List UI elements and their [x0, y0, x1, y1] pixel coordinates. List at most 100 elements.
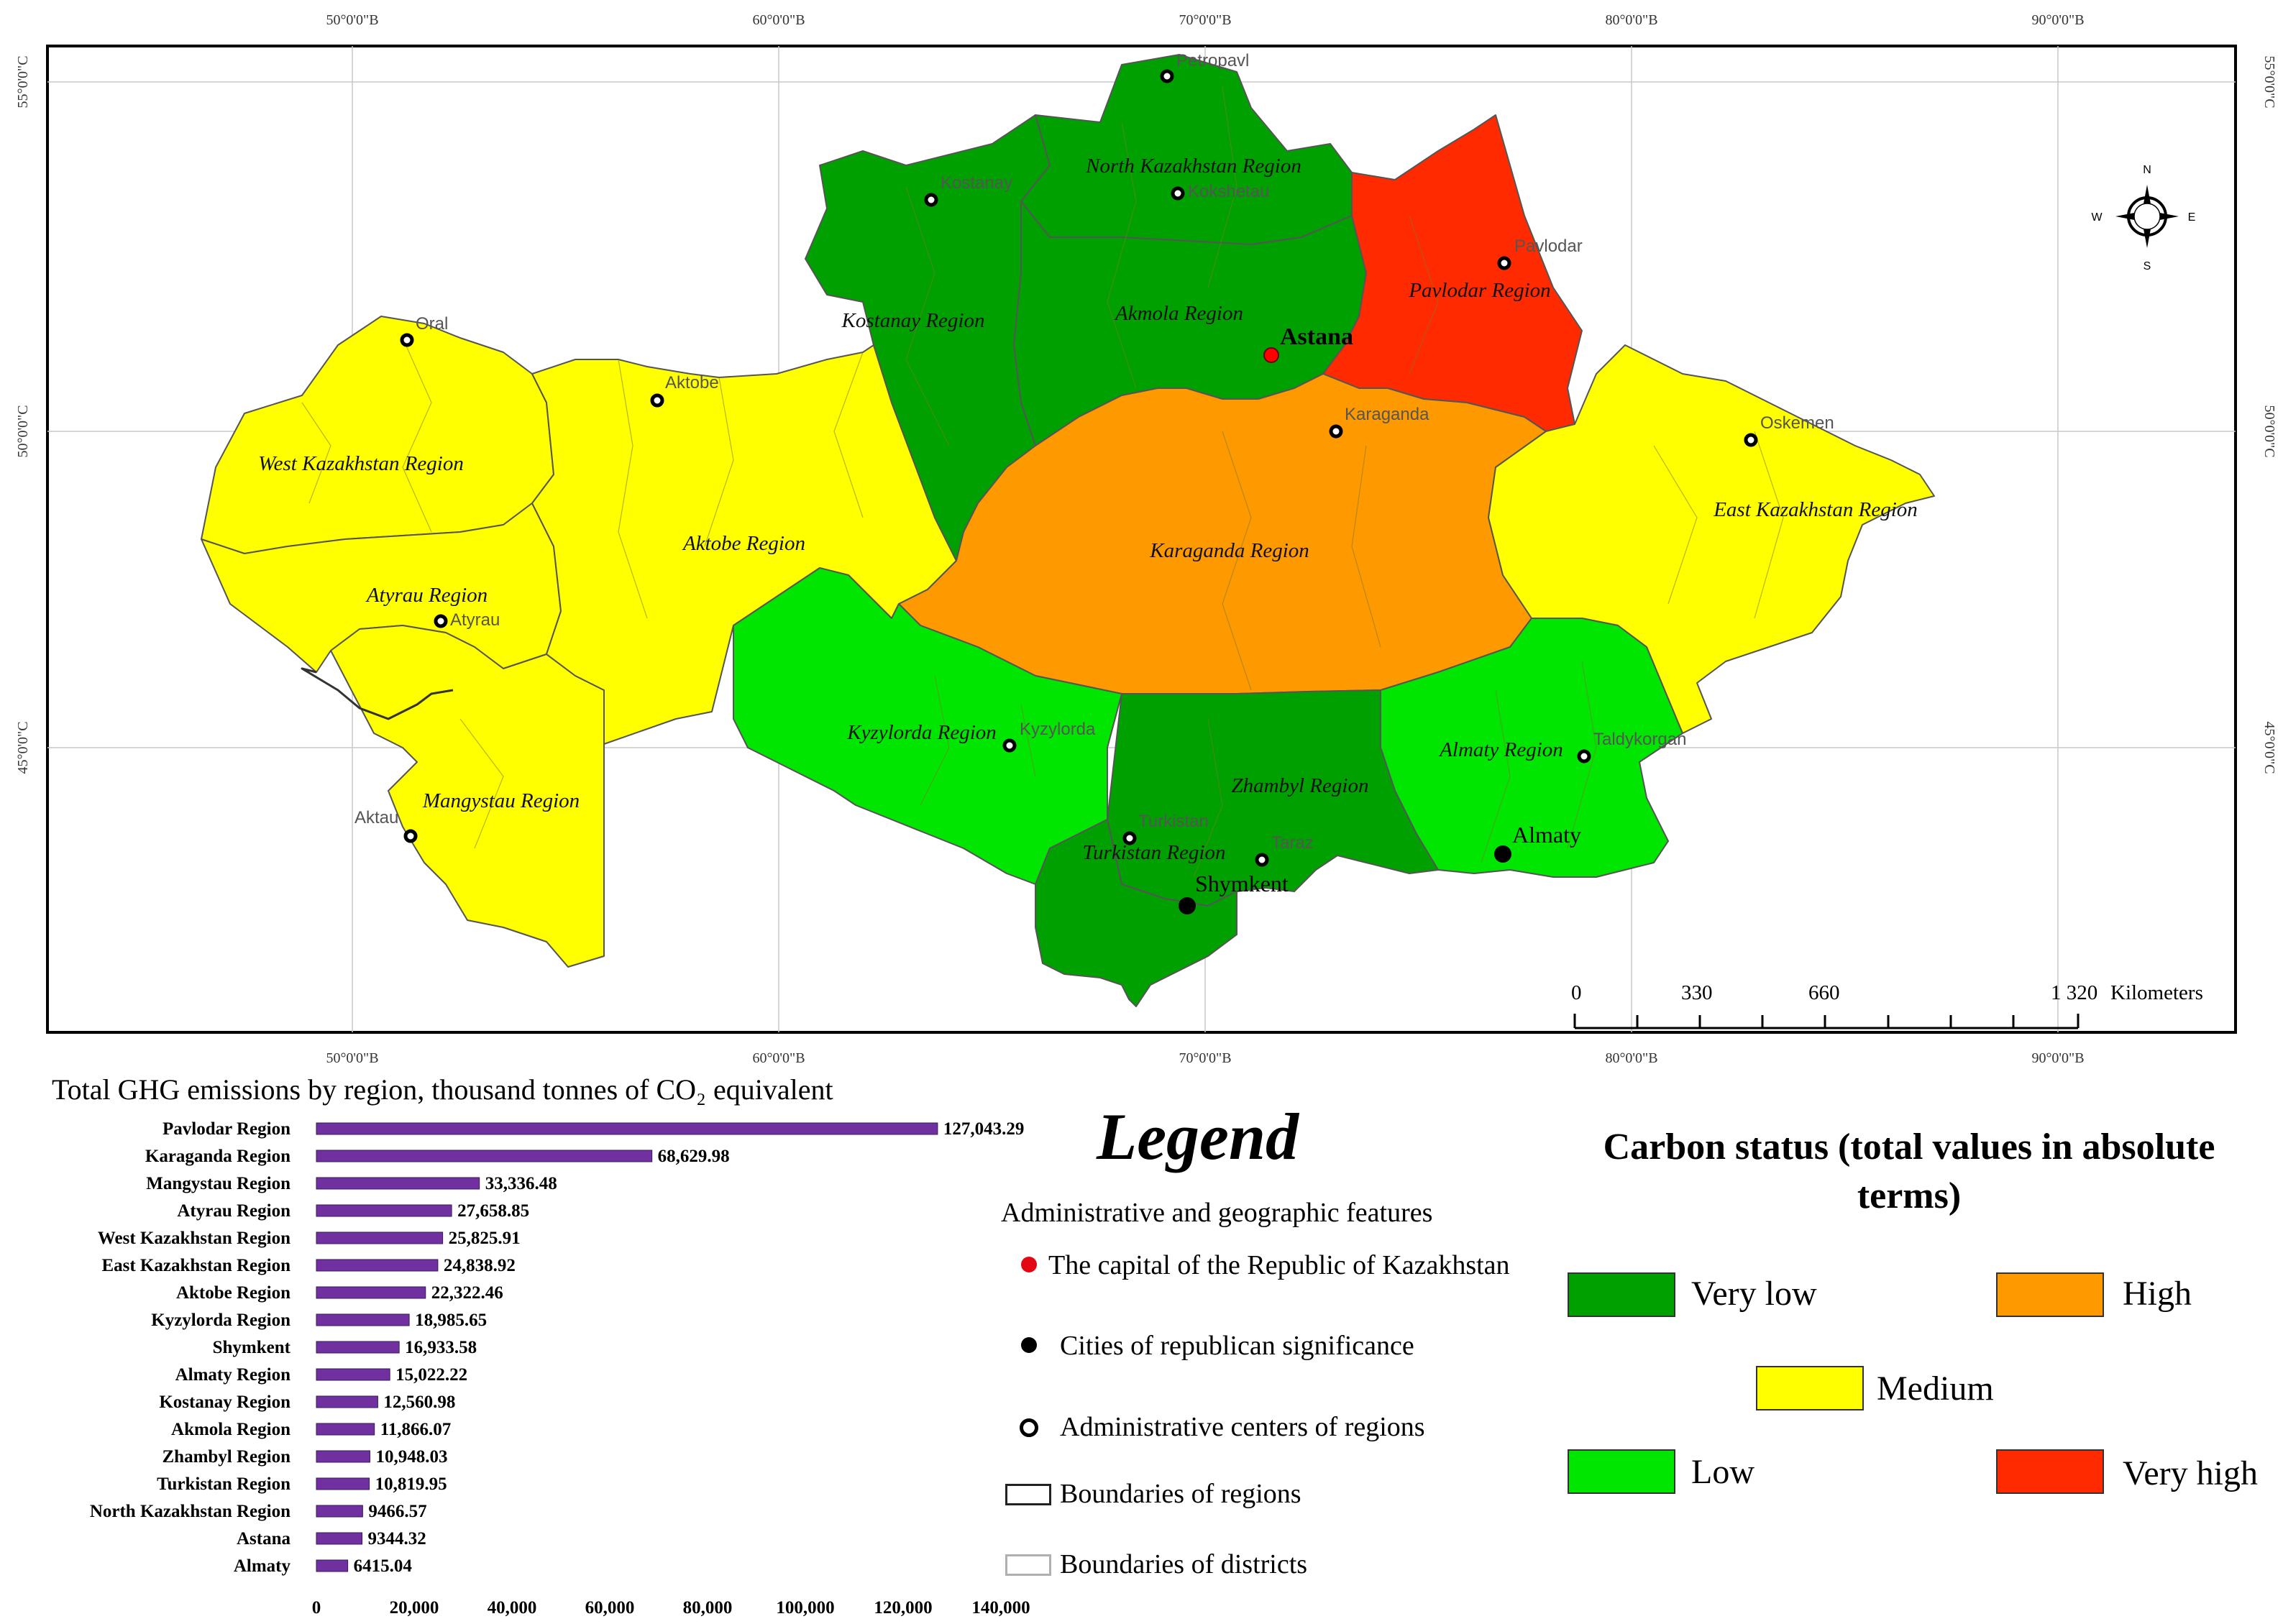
city-markers — [400, 69, 1758, 914]
bar — [316, 1259, 439, 1272]
x-tick-label: 60,000 — [585, 1598, 635, 1618]
swatch-very-low — [1568, 1272, 1675, 1317]
swatch-low — [1568, 1449, 1675, 1494]
admin-center-marker-kokshetau[interactable] — [1171, 186, 1185, 201]
bar-category-label: Aktobe Region — [176, 1283, 290, 1303]
bar — [316, 1341, 400, 1354]
bar-category-label: Zhambyl Region — [162, 1447, 290, 1467]
admin-center-marker-kyzylorda[interactable] — [1002, 738, 1017, 753]
grid-right-label: 55°0'0"С — [2261, 55, 2277, 108]
region-label: Karaganda Region — [1149, 539, 1309, 562]
bar-category-label: Mangystau Region — [146, 1174, 290, 1193]
region-mangystau[interactable] — [330, 625, 605, 968]
bar-value-label: 68,629.98 — [658, 1147, 730, 1166]
status-very-low: Very low — [1691, 1275, 1817, 1313]
bar — [316, 1477, 370, 1490]
scale-unit: Kilometers — [2110, 981, 2203, 1004]
capital-marker-astana[interactable] — [1263, 347, 1279, 363]
region-label: North Kazakhstan Region — [1085, 155, 1301, 178]
region-label: Mangystau Region — [422, 789, 580, 812]
bar — [316, 1505, 363, 1518]
city-label: Karaganda — [1345, 405, 1429, 424]
grid-bottom-label: 50°0'0"В — [326, 1050, 378, 1066]
city-label-shymkent: Shymkent — [1195, 871, 1289, 896]
bar — [316, 1395, 378, 1408]
compass-rose: N S E W — [2091, 164, 2195, 272]
region-labels: North Kazakhstan Region Kostanay Region … — [258, 155, 1918, 864]
compass-w: W — [2091, 211, 2103, 224]
status-high: High — [2123, 1275, 2192, 1313]
admin-center-marker-atyrau[interactable] — [434, 614, 448, 628]
city-marker-almaty[interactable] — [1494, 845, 1511, 863]
region-label: Zhambyl Region — [1232, 774, 1369, 797]
legend-region-boundaries: Boundaries of regions — [1060, 1479, 1301, 1509]
admin-center-marker-oral[interactable] — [400, 333, 414, 347]
swatch-medium — [1756, 1366, 1864, 1410]
bar-value-label: 9466.57 — [368, 1502, 426, 1521]
admin-center-marker-turkistan[interactable] — [1122, 831, 1137, 845]
scale-label: 330 — [1681, 981, 1713, 1004]
admin-center-marker-pavlodar[interactable] — [1497, 256, 1511, 270]
admin-center-marker-oskemen[interactable] — [1744, 433, 1758, 447]
bar — [316, 1204, 452, 1217]
bar-value-label: 127,043.29 — [943, 1119, 1025, 1139]
scale-label: 1 320 — [2051, 981, 2097, 1004]
admin-center-marker-kostanay[interactable] — [924, 193, 938, 207]
legend-district-boundaries: Boundaries of districts — [1060, 1549, 1308, 1579]
grid-bottom-label: 60°0'0"В — [752, 1050, 805, 1066]
bar-category-label: Turkistan Region — [157, 1474, 290, 1494]
x-tick-label: 80,000 — [683, 1598, 733, 1618]
legend-capital: The capital of the Republic of Kazakhsta… — [1048, 1250, 1510, 1280]
region-label: Almaty Region — [1438, 738, 1563, 761]
legend-admin-centers: Administrative centers of regions — [1060, 1412, 1425, 1442]
city-label: Aktobe — [665, 373, 719, 393]
region-label: Akmola Region — [1114, 302, 1243, 325]
bar-category-label: Karaganda Region — [145, 1147, 290, 1166]
graticule-labels: 50°0'0"В 60°0'0"В 70°0'0"В 80°0'0"В 90°0… — [15, 12, 2277, 1066]
region-turkistan[interactable] — [1035, 819, 1237, 1007]
grid-top-label: 80°0'0"В — [1605, 12, 1657, 28]
x-tick-label: 120,000 — [874, 1598, 932, 1618]
city-marker-shymkent[interactable] — [1179, 897, 1196, 914]
bar-category-label: North Kazakhstan Region — [90, 1502, 290, 1521]
admin-center-marker-taldykorgan[interactable] — [1577, 749, 1591, 763]
bar-value-label: 24,838.92 — [444, 1256, 516, 1275]
city-label: Kostanay — [941, 173, 1012, 193]
status-low: Low — [1691, 1453, 1754, 1491]
region-label: Turkistan Region — [1083, 841, 1226, 864]
district-boundaries — [301, 86, 1784, 878]
city-label: Taldykorgan — [1593, 730, 1686, 749]
grid-bottom-label: 90°0'0"В — [2031, 1050, 2084, 1066]
bar — [316, 1150, 653, 1162]
admin-center-legend-icon — [1020, 1418, 1038, 1437]
bar-value-label: 18,985.65 — [415, 1311, 487, 1330]
city-label: Oral — [416, 314, 448, 334]
bar-category-label: Kyzylorda Region — [151, 1311, 290, 1330]
city-label: Turkistan — [1138, 812, 1209, 831]
admin-center-marker-taraz[interactable] — [1255, 853, 1269, 867]
swatch-very-high — [1996, 1449, 2104, 1494]
admin-center-marker-aktau[interactable] — [403, 829, 418, 843]
x-tick-label: 140,000 — [971, 1598, 1030, 1618]
city-label-almaty: Almaty — [1512, 822, 1581, 848]
bar-value-label: 33,336.48 — [485, 1174, 557, 1193]
bar-value-label: 6415.04 — [354, 1556, 413, 1576]
bar — [316, 1423, 375, 1436]
legend-subtitle: Administrative and geographic features — [1001, 1198, 1433, 1228]
bar-value-label: 10,948.03 — [375, 1447, 447, 1467]
city-label: Taraz — [1271, 833, 1314, 853]
bar-category-label: Kostanay Region — [159, 1393, 290, 1412]
city-labels: Petropavl Kostanay Kokshetau Pavlodar Or… — [354, 51, 1834, 853]
legend-title: Legend — [1097, 1100, 1299, 1173]
region-boundary-legend-icon — [1005, 1484, 1051, 1505]
bar — [316, 1231, 444, 1244]
city-label: Kokshetau — [1188, 182, 1269, 201]
grid-right-label: 50°0'0"С — [2261, 405, 2277, 457]
admin-center-marker-karaganda[interactable] — [1329, 424, 1343, 439]
admin-center-marker-petropavl[interactable] — [1160, 69, 1174, 83]
admin-center-marker-aktobe[interactable] — [650, 393, 664, 408]
city-label: Kyzylorda — [1020, 720, 1096, 739]
grid-top-label: 70°0'0"В — [1179, 12, 1231, 28]
x-tick-label: 20,000 — [390, 1598, 439, 1618]
